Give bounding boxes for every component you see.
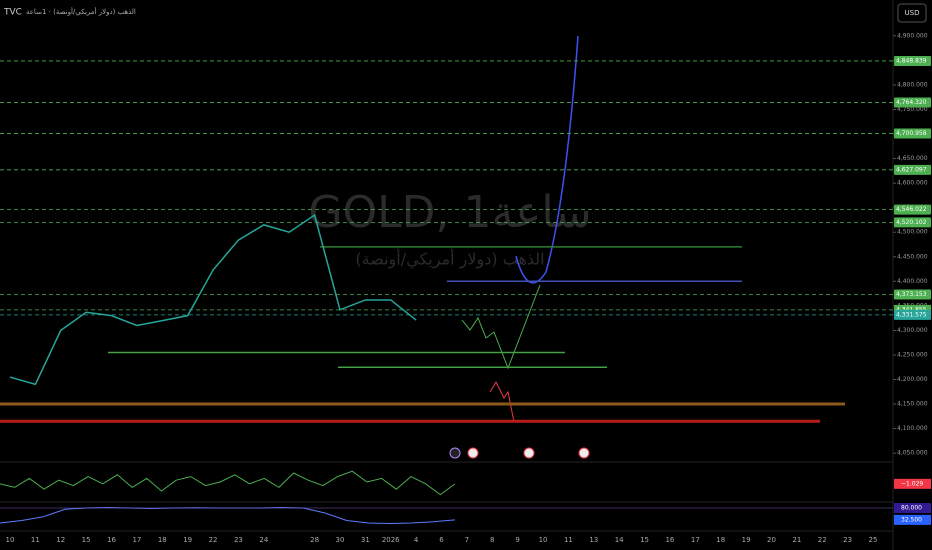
y-tick-label: 4,250.000	[897, 351, 928, 358]
x-tick-label: 17	[691, 536, 700, 544]
level-label: 4,331.575	[896, 311, 927, 318]
x-tick-label: 16	[665, 536, 674, 544]
x-tick-label: 21	[792, 536, 801, 544]
x-tick-label: 4	[414, 536, 419, 544]
x-tick-label: 10	[539, 536, 548, 544]
event-icons	[449, 447, 590, 459]
symbol: TVC	[3, 8, 22, 18]
level-badge	[894, 55, 931, 66]
price-line	[9, 213, 417, 386]
level-label: 4,700.958	[896, 130, 927, 137]
level-label: 4,373.153	[896, 291, 927, 298]
x-tick-label: 10	[6, 536, 15, 544]
x-tick-label: 14	[615, 536, 624, 544]
watermark-subtitle: الذهب (دولار أمريكي/أونصة)	[355, 249, 544, 270]
event-icon[interactable]	[449, 447, 461, 459]
level-badge	[894, 128, 931, 139]
indicator-line	[0, 470, 456, 496]
level-label: 4,764.320	[896, 99, 927, 106]
x-tick-label: 8	[490, 536, 494, 544]
x-tick-label: 19	[742, 536, 751, 544]
y-tick-label: 4,050.000	[897, 450, 928, 457]
indicator-level-label: 80.000	[901, 505, 922, 512]
projection-path	[489, 380, 515, 423]
y-tick-label: 4,400.000	[897, 278, 928, 285]
level-badge	[894, 217, 931, 228]
x-tick-label: 18	[716, 536, 725, 544]
y-tick-label: 4,750.000	[897, 106, 928, 113]
event-icon[interactable]	[467, 447, 479, 459]
level-label: 4,341.855	[896, 306, 927, 313]
indicator-value-label: 32.500	[901, 516, 922, 523]
x-tick-label: 19	[183, 536, 192, 544]
x-tick-label: 31	[361, 536, 370, 544]
x-tick-label: 20	[767, 536, 776, 544]
x-tick-label: 9	[515, 536, 519, 544]
level-label: 4,520.102	[896, 219, 927, 226]
level-badge	[894, 289, 931, 300]
y-tick-label: 4,800.000	[897, 81, 928, 88]
y-tick-label: 4,500.000	[897, 229, 928, 236]
y-tick-label: 4,600.000	[897, 180, 928, 187]
y-tick-label: 4,100.000	[897, 425, 928, 432]
y-tick-label: 4,200.000	[897, 376, 928, 383]
x-tick-label: 22	[209, 536, 218, 544]
level-label: 4,848.839	[896, 57, 927, 64]
x-tick-label: 11	[31, 536, 40, 544]
y-tick-label: 4,150.000	[897, 401, 928, 408]
x-tick-label: 28	[310, 536, 319, 544]
projection-path	[461, 284, 541, 370]
event-icon[interactable]	[523, 447, 535, 459]
y-tick-label: 4,900.000	[897, 32, 928, 39]
y-tick-label: 4,300.000	[897, 327, 928, 334]
x-tick-label: 12	[56, 536, 65, 544]
x-tick-label: 15	[82, 536, 91, 544]
x-tick-label: 2026	[382, 536, 400, 544]
x-tick-label: 24	[259, 536, 268, 544]
y-tick-label: 4,450.000	[897, 253, 928, 260]
level-badge	[894, 309, 931, 320]
level-label: 4,627.097	[896, 166, 927, 173]
x-tick-label: 7	[465, 536, 469, 544]
x-tick-label: 25	[869, 536, 878, 544]
x-tick-label: 16	[107, 536, 116, 544]
y-tick-label: 4,650.000	[897, 155, 928, 162]
x-tick-label: 17	[132, 536, 141, 544]
indicator-badge	[894, 514, 931, 525]
x-tick-label: 22	[818, 536, 827, 544]
x-tick-label: 11	[564, 536, 573, 544]
x-tick-label: 18	[158, 536, 167, 544]
x-tick-label: 23	[234, 536, 243, 544]
indicator-value-label: −1.029	[901, 480, 923, 487]
instrument-name: الذهب (دولار أمريكي/أونصة) · 1ساعة	[26, 7, 136, 16]
x-tick-label: 13	[589, 536, 598, 544]
currency: USD	[905, 9, 920, 17]
event-icon[interactable]	[578, 447, 590, 459]
x-tick-label: 6	[439, 536, 444, 544]
indicator-badge	[894, 503, 931, 513]
watermark-title: GOLD, 1ساعة	[308, 187, 591, 238]
x-tick-label: 23	[843, 536, 852, 544]
level-badge	[894, 164, 931, 175]
x-tick-label: 15	[640, 536, 649, 544]
level-badge	[894, 97, 931, 108]
level-badge	[894, 204, 931, 215]
x-tick-label: 30	[336, 536, 345, 544]
indicator-badge	[894, 478, 931, 489]
level-label: 4,546.022	[896, 206, 927, 213]
currency-button[interactable]	[897, 3, 927, 23]
